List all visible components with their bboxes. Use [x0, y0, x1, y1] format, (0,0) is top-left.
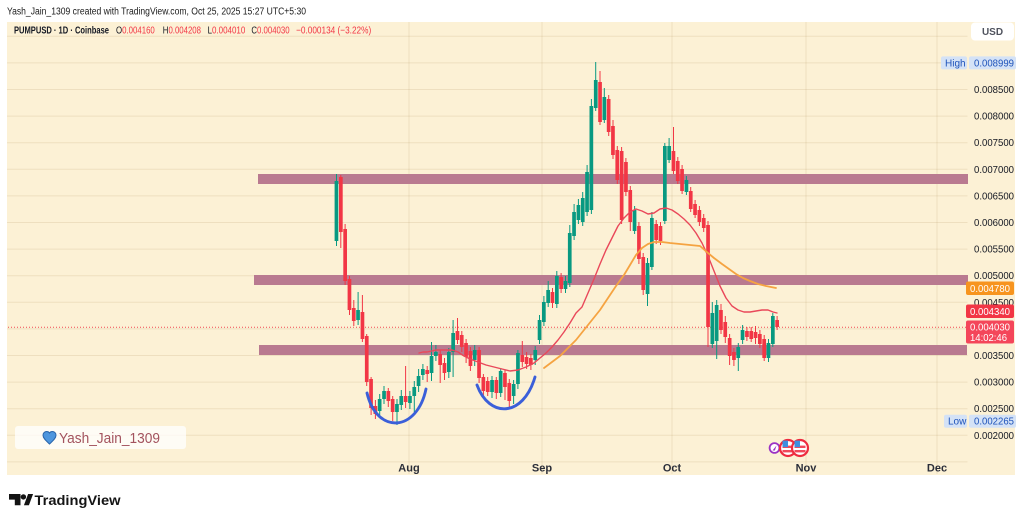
svg-text:0.002000: 0.002000 — [974, 430, 1014, 442]
svg-text:14:02:46: 14:02:46 — [970, 333, 1007, 344]
svg-text:Yash_Jain_1309 created with Tr: Yash_Jain_1309 created with TradingView.… — [7, 7, 306, 18]
svg-text:Aug: Aug — [398, 463, 419, 475]
svg-text:0.008500: 0.008500 — [974, 84, 1014, 96]
svg-text:High: High — [945, 58, 966, 69]
svg-text:C0.004030: C0.004030 — [251, 26, 290, 37]
svg-text:TradingView: TradingView — [35, 493, 122, 508]
svg-text:0.006000: 0.006000 — [974, 217, 1014, 229]
svg-text:0.003500: 0.003500 — [974, 350, 1014, 362]
svg-text:0.004030: 0.004030 — [970, 322, 1010, 334]
svg-text:Yash_Jain_1309: Yash_Jain_1309 — [59, 431, 160, 447]
svg-text:Dec: Dec — [927, 463, 947, 475]
svg-text:PUMPUSD · 1D · Coinbase: PUMPUSD · 1D · Coinbase — [14, 26, 109, 37]
svg-text:Oct: Oct — [663, 463, 682, 475]
svg-text:−0.000134 (−3.22%): −0.000134 (−3.22%) — [296, 26, 371, 37]
svg-text:0.005000: 0.005000 — [974, 270, 1014, 282]
svg-text:0.008999: 0.008999 — [974, 57, 1014, 69]
svg-text:0.007000: 0.007000 — [974, 164, 1014, 176]
svg-text:H0.004208: H0.004208 — [163, 26, 202, 37]
svg-text:0.002500: 0.002500 — [974, 403, 1014, 415]
svg-text:Low: Low — [948, 417, 967, 428]
svg-text:0.007500: 0.007500 — [974, 137, 1014, 149]
svg-text:0.003000: 0.003000 — [974, 377, 1014, 389]
svg-text:0.005500: 0.005500 — [974, 244, 1014, 256]
svg-text:0.004340: 0.004340 — [970, 306, 1010, 318]
svg-text:0.004780: 0.004780 — [970, 283, 1010, 295]
svg-text:USD: USD — [982, 27, 1003, 38]
svg-text:Nov: Nov — [796, 463, 818, 475]
svg-text:L0.004010: L0.004010 — [208, 26, 246, 37]
svg-text:0.006500: 0.006500 — [974, 190, 1014, 202]
svg-text:0.008000: 0.008000 — [974, 111, 1014, 123]
svg-text:Sep: Sep — [532, 463, 552, 475]
svg-text:O0.004160: O0.004160 — [116, 26, 155, 37]
svg-text:0.002265: 0.002265 — [974, 416, 1014, 428]
